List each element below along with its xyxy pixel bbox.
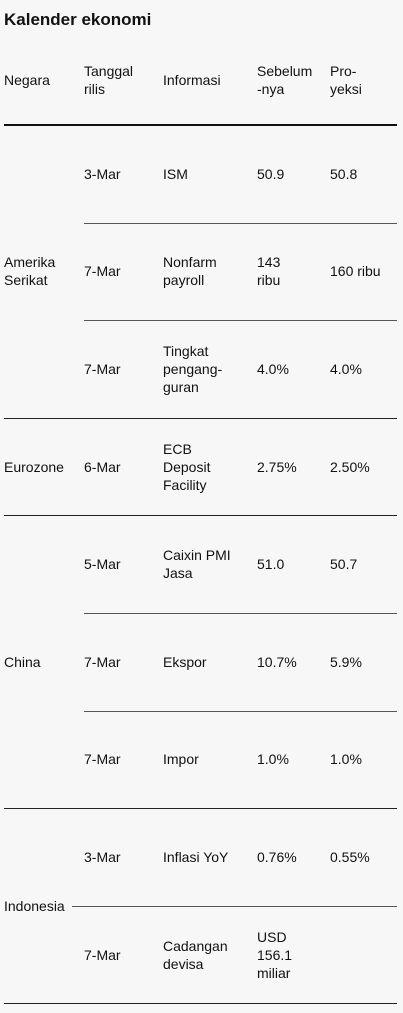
- prev-cell: 156.1: [257, 946, 293, 963]
- proj-cell: 0.55%: [330, 849, 370, 865]
- country-cell: Indonesia: [4, 897, 65, 914]
- info-cell: Inflasi YoY: [163, 849, 229, 865]
- header-cell: Pro-: [330, 63, 357, 79]
- prev-cell: 50.9: [257, 165, 285, 182]
- proj-cell: 50.8: [330, 165, 358, 182]
- prev-cell: 0.76%: [257, 849, 297, 865]
- info-cell: devisa: [163, 955, 204, 972]
- proj-cell: 50.7: [330, 556, 358, 573]
- info-cell: Jasa: [163, 565, 193, 582]
- header-cell: -nya: [257, 81, 285, 97]
- header-cell: Negara: [4, 72, 50, 88]
- proj-cell: 4.0%: [330, 361, 362, 377]
- header-cell: yeksi: [330, 81, 362, 97]
- info-cell: Impor: [163, 751, 199, 768]
- proj-cell: 5.9%: [330, 653, 362, 670]
- row-rule: [84, 711, 397, 712]
- prev-cell: miliar: [257, 964, 291, 981]
- group-rule: [4, 418, 397, 419]
- info-cell: Ekspor: [163, 653, 207, 670]
- prev-cell: 2.75%: [257, 458, 297, 475]
- info-cell: Deposit: [163, 458, 211, 475]
- date-cell: 3-Mar: [84, 849, 121, 865]
- proj-cell: 1.0%: [330, 751, 362, 768]
- date-cell: 5-Mar: [84, 556, 121, 573]
- prev-cell: 1.0%: [257, 751, 289, 768]
- date-cell: 7-Mar: [84, 946, 121, 963]
- row-rule: [84, 613, 397, 614]
- group-rule: [4, 808, 397, 809]
- date-cell: 7-Mar: [84, 263, 121, 280]
- header-cell: rilis: [84, 81, 105, 97]
- prev-cell: USD: [257, 928, 287, 945]
- date-cell: 7-Mar: [84, 751, 121, 768]
- prev-cell: 143: [257, 254, 281, 271]
- country-cell: Amerika: [4, 254, 56, 271]
- row-rule: [72, 906, 397, 907]
- country-cell: China: [4, 653, 41, 670]
- info-cell: payroll: [163, 272, 205, 289]
- country-cell: Serikat: [4, 272, 48, 289]
- info-cell: Facility: [163, 476, 207, 493]
- group-rule: [4, 515, 397, 516]
- header-cell: Tanggal: [84, 63, 134, 79]
- date-cell: 3-Mar: [84, 165, 121, 182]
- prev-cell: ribu: [257, 272, 281, 289]
- row-rule: [84, 223, 397, 224]
- prev-cell: 4.0%: [257, 361, 289, 377]
- info-cell: Cadangan: [163, 937, 228, 954]
- prev-cell: 10.7%: [257, 653, 297, 670]
- header-cell: Informasi: [163, 72, 221, 88]
- row-rule: [84, 320, 397, 321]
- date-cell: 6-Mar: [84, 458, 121, 475]
- group-rule: [4, 1003, 397, 1004]
- proj-cell: 160 ribu: [330, 263, 381, 280]
- info-cell: Nonfarm: [163, 254, 217, 271]
- info-cell: guran: [163, 379, 199, 395]
- date-cell: 7-Mar: [84, 361, 121, 377]
- prev-cell: 51.0: [257, 556, 285, 573]
- header-cell: Sebelum: [257, 63, 313, 79]
- info-cell: Tingkat: [163, 343, 209, 359]
- proj-cell: 2.50%: [330, 458, 370, 475]
- country-cell: Eurozone: [4, 458, 64, 475]
- info-cell: pengang-: [163, 361, 223, 377]
- info-cell: Caixin PMI: [163, 547, 231, 564]
- info-cell: ISM: [163, 165, 188, 182]
- info-cell: ECB: [163, 440, 192, 457]
- date-cell: 7-Mar: [84, 653, 121, 670]
- header-rule: [4, 124, 397, 126]
- title: Kalender ekonomi: [4, 10, 152, 29]
